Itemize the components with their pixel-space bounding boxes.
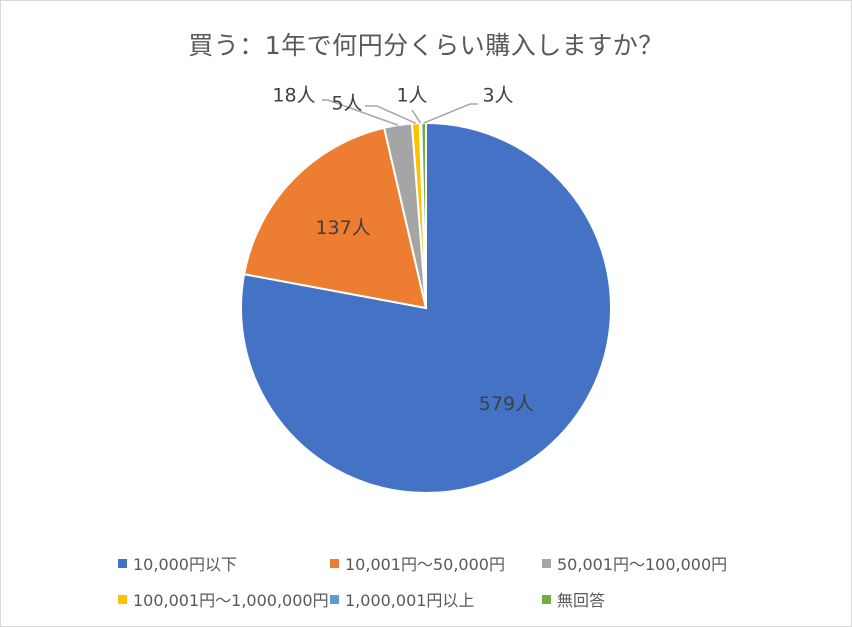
data-label-0: 579人: [479, 393, 534, 415]
pie-slice-5: [420, 121, 427, 309]
leader-line-2: [322, 99, 399, 126]
data-label-1: 137人: [315, 217, 370, 239]
chart-title: 買う：1年で何円分くらい購入しますか？: [188, 31, 664, 60]
data-label-4: 1人: [396, 85, 427, 107]
leader-line-3: [365, 105, 417, 124]
pie-slice-0: [240, 121, 612, 494]
data-label-5: 3人: [482, 85, 513, 107]
leader-line-4: [411, 109, 422, 124]
pie-slice-1: [242, 126, 428, 310]
data-label-3: 5人: [331, 93, 362, 115]
leader-line-5: [423, 103, 478, 124]
data-label-2: 18人: [272, 85, 315, 107]
